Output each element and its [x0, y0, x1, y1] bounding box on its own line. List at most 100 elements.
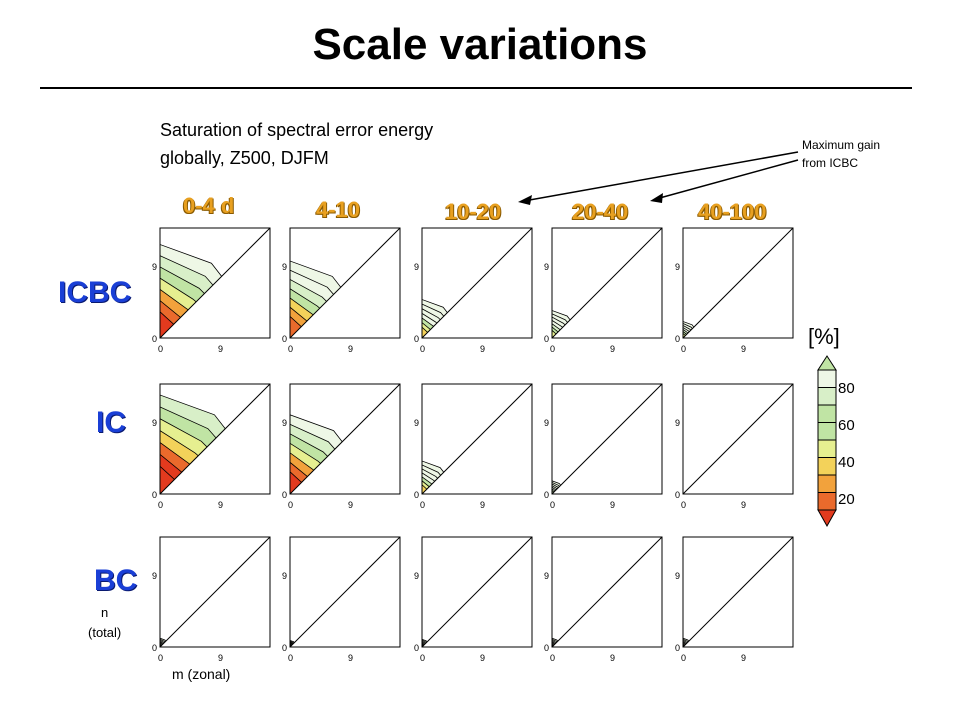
panel-ic-2-diagonal — [421, 383, 533, 495]
colorbar-segment-4 — [817, 439, 837, 458]
row-header-ic: IC — [96, 406, 126, 439]
y-axis-label: n (total) — [88, 603, 121, 643]
panel-ic-2-frame — [421, 383, 533, 495]
annotation-line-1: Maximum gain — [802, 138, 881, 152]
panel-ic-1-xtick-0: 0 — [288, 500, 293, 510]
colorbar-segment-3 — [817, 422, 837, 441]
colorbar-segment-5 — [817, 457, 837, 476]
colorbar-segment-1 — [817, 387, 837, 406]
column-header-0-4d: 0-4 d — [183, 193, 235, 218]
panel-icbc-0-frame — [159, 227, 271, 339]
panel-ic-3-xtick-0: 0 — [550, 500, 555, 510]
panel-bc-1-xtick-9: 9 — [348, 653, 353, 663]
panel-bc-1-ytick-0: 0 — [282, 643, 287, 653]
panel-ic-1-ytick-0: 0 — [282, 490, 287, 500]
panel-bc-1-xtick-0: 0 — [288, 653, 293, 663]
panel-ic-0-xtick-9: 9 — [218, 500, 223, 510]
panel-ic-0-diagonal — [159, 383, 271, 495]
panel-icbc-4-diagonal — [682, 227, 794, 339]
panel-icbc-1-diagonal — [289, 227, 401, 339]
colorbar-segment-6 — [817, 474, 837, 493]
panel-icbc-1-xtick-9: 9 — [348, 344, 353, 354]
panel-icbc-4-xtick-0: 0 — [681, 344, 686, 354]
title-divider — [40, 87, 912, 89]
annotation-arrowhead-2 — [650, 193, 663, 203]
panel-icbc-3-xtick-9: 9 — [610, 344, 615, 354]
colorbar-tick-40: 40 — [838, 454, 855, 471]
panel-ic-1-frame — [289, 383, 401, 495]
colorbar-segment-7 — [817, 492, 837, 511]
annotation-line-2: from ICBC — [802, 156, 859, 170]
row-header-bc: BC — [94, 564, 138, 597]
page-title: Scale variations — [312, 20, 648, 69]
annotation-arrowhead-1 — [518, 195, 532, 205]
column-header-20-40: 20-40 — [572, 199, 629, 224]
y-axis-label-line-2: (total) — [88, 625, 122, 640]
row-header-icbc: ICBC — [58, 276, 132, 309]
panel-bc-4-xtick-9: 9 — [741, 653, 746, 663]
panel-icbc-1-frame — [289, 227, 401, 339]
panel-icbc-0-ytick-0: 0 — [152, 334, 157, 344]
panel-icbc-0-diagonal — [159, 227, 271, 339]
max-gain-annotation: Maximum gain from ICBC — [802, 136, 880, 172]
panel-bc-4-diagonal — [682, 536, 794, 648]
panel-bc-4-xtick-0: 0 — [681, 653, 686, 663]
panel-ic-3-ytick-9: 9 — [544, 418, 549, 428]
panel-bc-2-xtick-9: 9 — [480, 653, 485, 663]
panel-ic-3-frame — [551, 383, 663, 495]
panel-ic-1-diagonal — [289, 383, 401, 495]
panel-bc-3-diagonal — [551, 536, 663, 648]
panel-ic-4-xtick-0: 0 — [681, 500, 686, 510]
column-header-40-100: 40-100 — [698, 199, 767, 224]
panel-ic-0-frame — [159, 383, 271, 495]
panel-bc-4-ytick-9: 9 — [675, 571, 680, 581]
panel-icbc-0-xtick-9: 9 — [218, 344, 223, 354]
colorbar-segment-0 — [817, 369, 837, 388]
annotation-arrow-1 — [523, 151, 799, 202]
colorbar-tick-80: 80 — [838, 380, 855, 397]
panel-bc-1-ytick-9: 9 — [282, 571, 287, 581]
colorbar-top-cap — [817, 355, 837, 371]
panel-bc-0-xtick-9: 9 — [218, 653, 223, 663]
panel-icbc-2-xtick-9: 9 — [480, 344, 485, 354]
panel-icbc-4-frame — [682, 227, 794, 339]
panel-icbc-4-ytick-0: 0 — [675, 334, 680, 344]
colorbar-segment-2 — [817, 404, 837, 423]
panel-bc-0-ytick-9: 9 — [152, 571, 157, 581]
panel-ic-2-xtick-0: 0 — [420, 500, 425, 510]
panel-bc-3-ytick-0: 0 — [544, 643, 549, 653]
panel-bc-4-ytick-0: 0 — [675, 643, 680, 653]
panel-ic-1-xtick-9: 9 — [348, 500, 353, 510]
panel-icbc-2-frame — [421, 227, 533, 339]
column-header-4-10: 4-10 — [316, 197, 361, 222]
panel-ic-0-ytick-0: 0 — [152, 490, 157, 500]
panel-ic-3-xtick-9: 9 — [610, 500, 615, 510]
panel-icbc-4-ytick-9: 9 — [675, 262, 680, 272]
panel-ic-1-ytick-9: 9 — [282, 418, 287, 428]
panel-bc-2-ytick-0: 0 — [414, 643, 419, 653]
panel-bc-2-xtick-0: 0 — [420, 653, 425, 663]
panel-ic-2-ytick-0: 0 — [414, 490, 419, 500]
colorbar-tick-60: 60 — [838, 417, 855, 434]
column-header-10-20: 10-20 — [445, 199, 502, 224]
subtitle-line-2: globally, Z500, DJFM — [160, 148, 329, 168]
panel-bc-2-ytick-9: 9 — [414, 571, 419, 581]
panel-ic-4-diagonal — [682, 383, 794, 495]
panel-icbc-2-diagonal — [421, 227, 533, 339]
panel-icbc-2-ytick-0: 0 — [414, 334, 419, 344]
panel-icbc-3-xtick-0: 0 — [550, 344, 555, 354]
panel-icbc-1-ytick-0: 0 — [282, 334, 287, 344]
panel-bc-3-xtick-9: 9 — [610, 653, 615, 663]
panel-ic-2-ytick-9: 9 — [414, 418, 419, 428]
annotation-arrow-2 — [655, 159, 799, 200]
panel-bc-0-diagonal — [159, 536, 271, 648]
panel-icbc-3-diagonal — [551, 227, 663, 339]
panel-bc-3-xtick-0: 0 — [550, 653, 555, 663]
panel-icbc-3-ytick-9: 9 — [544, 262, 549, 272]
panel-ic-0-ytick-9: 9 — [152, 418, 157, 428]
panel-icbc-0-xtick-0: 0 — [158, 344, 163, 354]
panel-bc-0-frame — [159, 536, 271, 648]
panel-icbc-0-ytick-9: 9 — [152, 262, 157, 272]
x-axis-label: m (zonal) — [172, 666, 231, 682]
